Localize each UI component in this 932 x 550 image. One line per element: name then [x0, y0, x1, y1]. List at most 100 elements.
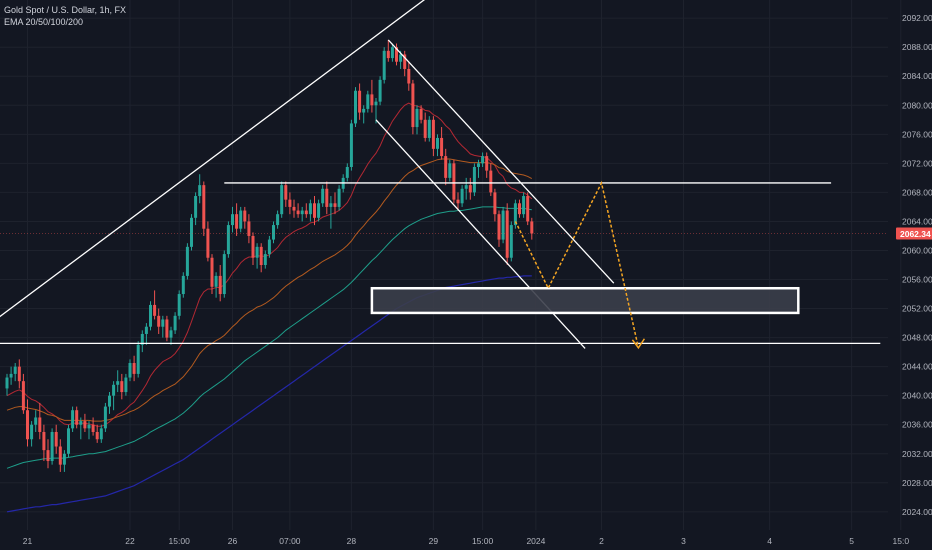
candle[interactable]: [149, 301, 152, 331]
candle-body[interactable]: [54, 431, 58, 447]
candle-body[interactable]: [149, 304, 152, 327]
candle-body[interactable]: [472, 166, 476, 193]
candle[interactable]: [116, 370, 120, 393]
candle-body[interactable]: [79, 421, 83, 425]
candle[interactable]: [38, 402, 42, 440]
candle[interactable]: [9, 366, 13, 385]
candle[interactable]: [222, 250, 226, 298]
candle-body[interactable]: [99, 428, 103, 440]
candle[interactable]: [91, 417, 95, 436]
candle[interactable]: [481, 152, 485, 167]
candle-body[interactable]: [71, 410, 75, 429]
candle-body[interactable]: [263, 254, 267, 265]
candle[interactable]: [239, 206, 243, 233]
candle-body[interactable]: [231, 214, 234, 226]
candle-body[interactable]: [177, 294, 181, 316]
candle-body[interactable]: [395, 47, 398, 62]
candle[interactable]: [161, 315, 165, 338]
candle[interactable]: [386, 39, 390, 62]
candle[interactable]: [95, 424, 99, 443]
candle-body[interactable]: [530, 221, 534, 234]
candle[interactable]: [140, 330, 144, 353]
candle[interactable]: [206, 221, 210, 262]
candle[interactable]: [354, 87, 357, 128]
candle-body[interactable]: [481, 156, 485, 164]
candle[interactable]: [411, 79, 415, 135]
candle[interactable]: [173, 312, 177, 334]
candle[interactable]: [177, 290, 181, 320]
candle[interactable]: [75, 406, 79, 429]
candle[interactable]: [128, 359, 132, 382]
candle[interactable]: [407, 61, 411, 91]
candle[interactable]: [431, 116, 435, 157]
candle-body[interactable]: [83, 421, 87, 429]
candle[interactable]: [99, 424, 103, 443]
candle-body[interactable]: [489, 170, 493, 193]
candle[interactable]: [185, 243, 189, 280]
candle-body[interactable]: [374, 101, 378, 106]
candle[interactable]: [321, 185, 325, 207]
candle-body[interactable]: [284, 185, 288, 200]
candle[interactable]: [374, 98, 378, 124]
candle[interactable]: [452, 159, 456, 204]
candle-body[interactable]: [128, 363, 132, 378]
candle-body[interactable]: [460, 188, 464, 204]
candle-body[interactable]: [423, 119, 427, 138]
candle[interactable]: [87, 421, 91, 440]
candle[interactable]: [345, 163, 349, 182]
candle[interactable]: [255, 243, 259, 269]
candle-body[interactable]: [415, 108, 419, 128]
candle[interactable]: [112, 381, 116, 411]
candle-body[interactable]: [62, 453, 66, 465]
candle[interactable]: [419, 105, 423, 124]
candle[interactable]: [497, 210, 501, 247]
candle-body[interactable]: [5, 377, 9, 389]
candle-body[interactable]: [464, 185, 468, 189]
candle-body[interactable]: [468, 185, 472, 193]
candle[interactable]: [259, 243, 263, 273]
candle-body[interactable]: [226, 225, 230, 255]
candle[interactable]: [198, 174, 202, 204]
candle-body[interactable]: [518, 203, 521, 215]
candle[interactable]: [382, 47, 386, 84]
candle-body[interactable]: [513, 203, 517, 226]
candle[interactable]: [304, 203, 308, 218]
candle-body[interactable]: [50, 431, 54, 462]
candle[interactable]: [267, 235, 271, 258]
candle-body[interactable]: [132, 363, 136, 374]
candle-body[interactable]: [198, 185, 202, 197]
candle-body[interactable]: [214, 275, 218, 287]
candle[interactable]: [489, 163, 493, 197]
candle[interactable]: [26, 399, 29, 447]
candle[interactable]: [144, 323, 148, 345]
candle-body[interactable]: [185, 246, 189, 276]
candle-body[interactable]: [313, 203, 316, 218]
candle-body[interactable]: [235, 214, 239, 229]
candle-body[interactable]: [140, 333, 144, 345]
candle[interactable]: [67, 424, 70, 458]
candle[interactable]: [403, 50, 407, 77]
candle[interactable]: [153, 290, 157, 320]
candle[interactable]: [284, 181, 288, 207]
candle[interactable]: [103, 402, 107, 432]
candle[interactable]: [169, 326, 173, 345]
candle-body[interactable]: [91, 424, 95, 432]
candle[interactable]: [427, 116, 431, 142]
candle[interactable]: [46, 439, 50, 469]
candle-body[interactable]: [222, 254, 226, 295]
candle[interactable]: [358, 83, 362, 120]
candle[interactable]: [456, 192, 460, 211]
candle[interactable]: [530, 217, 534, 240]
candle-body[interactable]: [120, 381, 124, 393]
candle[interactable]: [362, 105, 366, 124]
candle[interactable]: [390, 43, 394, 62]
candle-body[interactable]: [407, 68, 411, 84]
candle-body[interactable]: [108, 395, 111, 407]
candle-body[interactable]: [157, 315, 161, 327]
candle[interactable]: [468, 177, 472, 200]
candle-body[interactable]: [345, 166, 349, 178]
candle[interactable]: [13, 363, 17, 382]
candle[interactable]: [30, 421, 34, 447]
candle-body[interactable]: [427, 119, 431, 138]
candle[interactable]: [370, 79, 374, 113]
